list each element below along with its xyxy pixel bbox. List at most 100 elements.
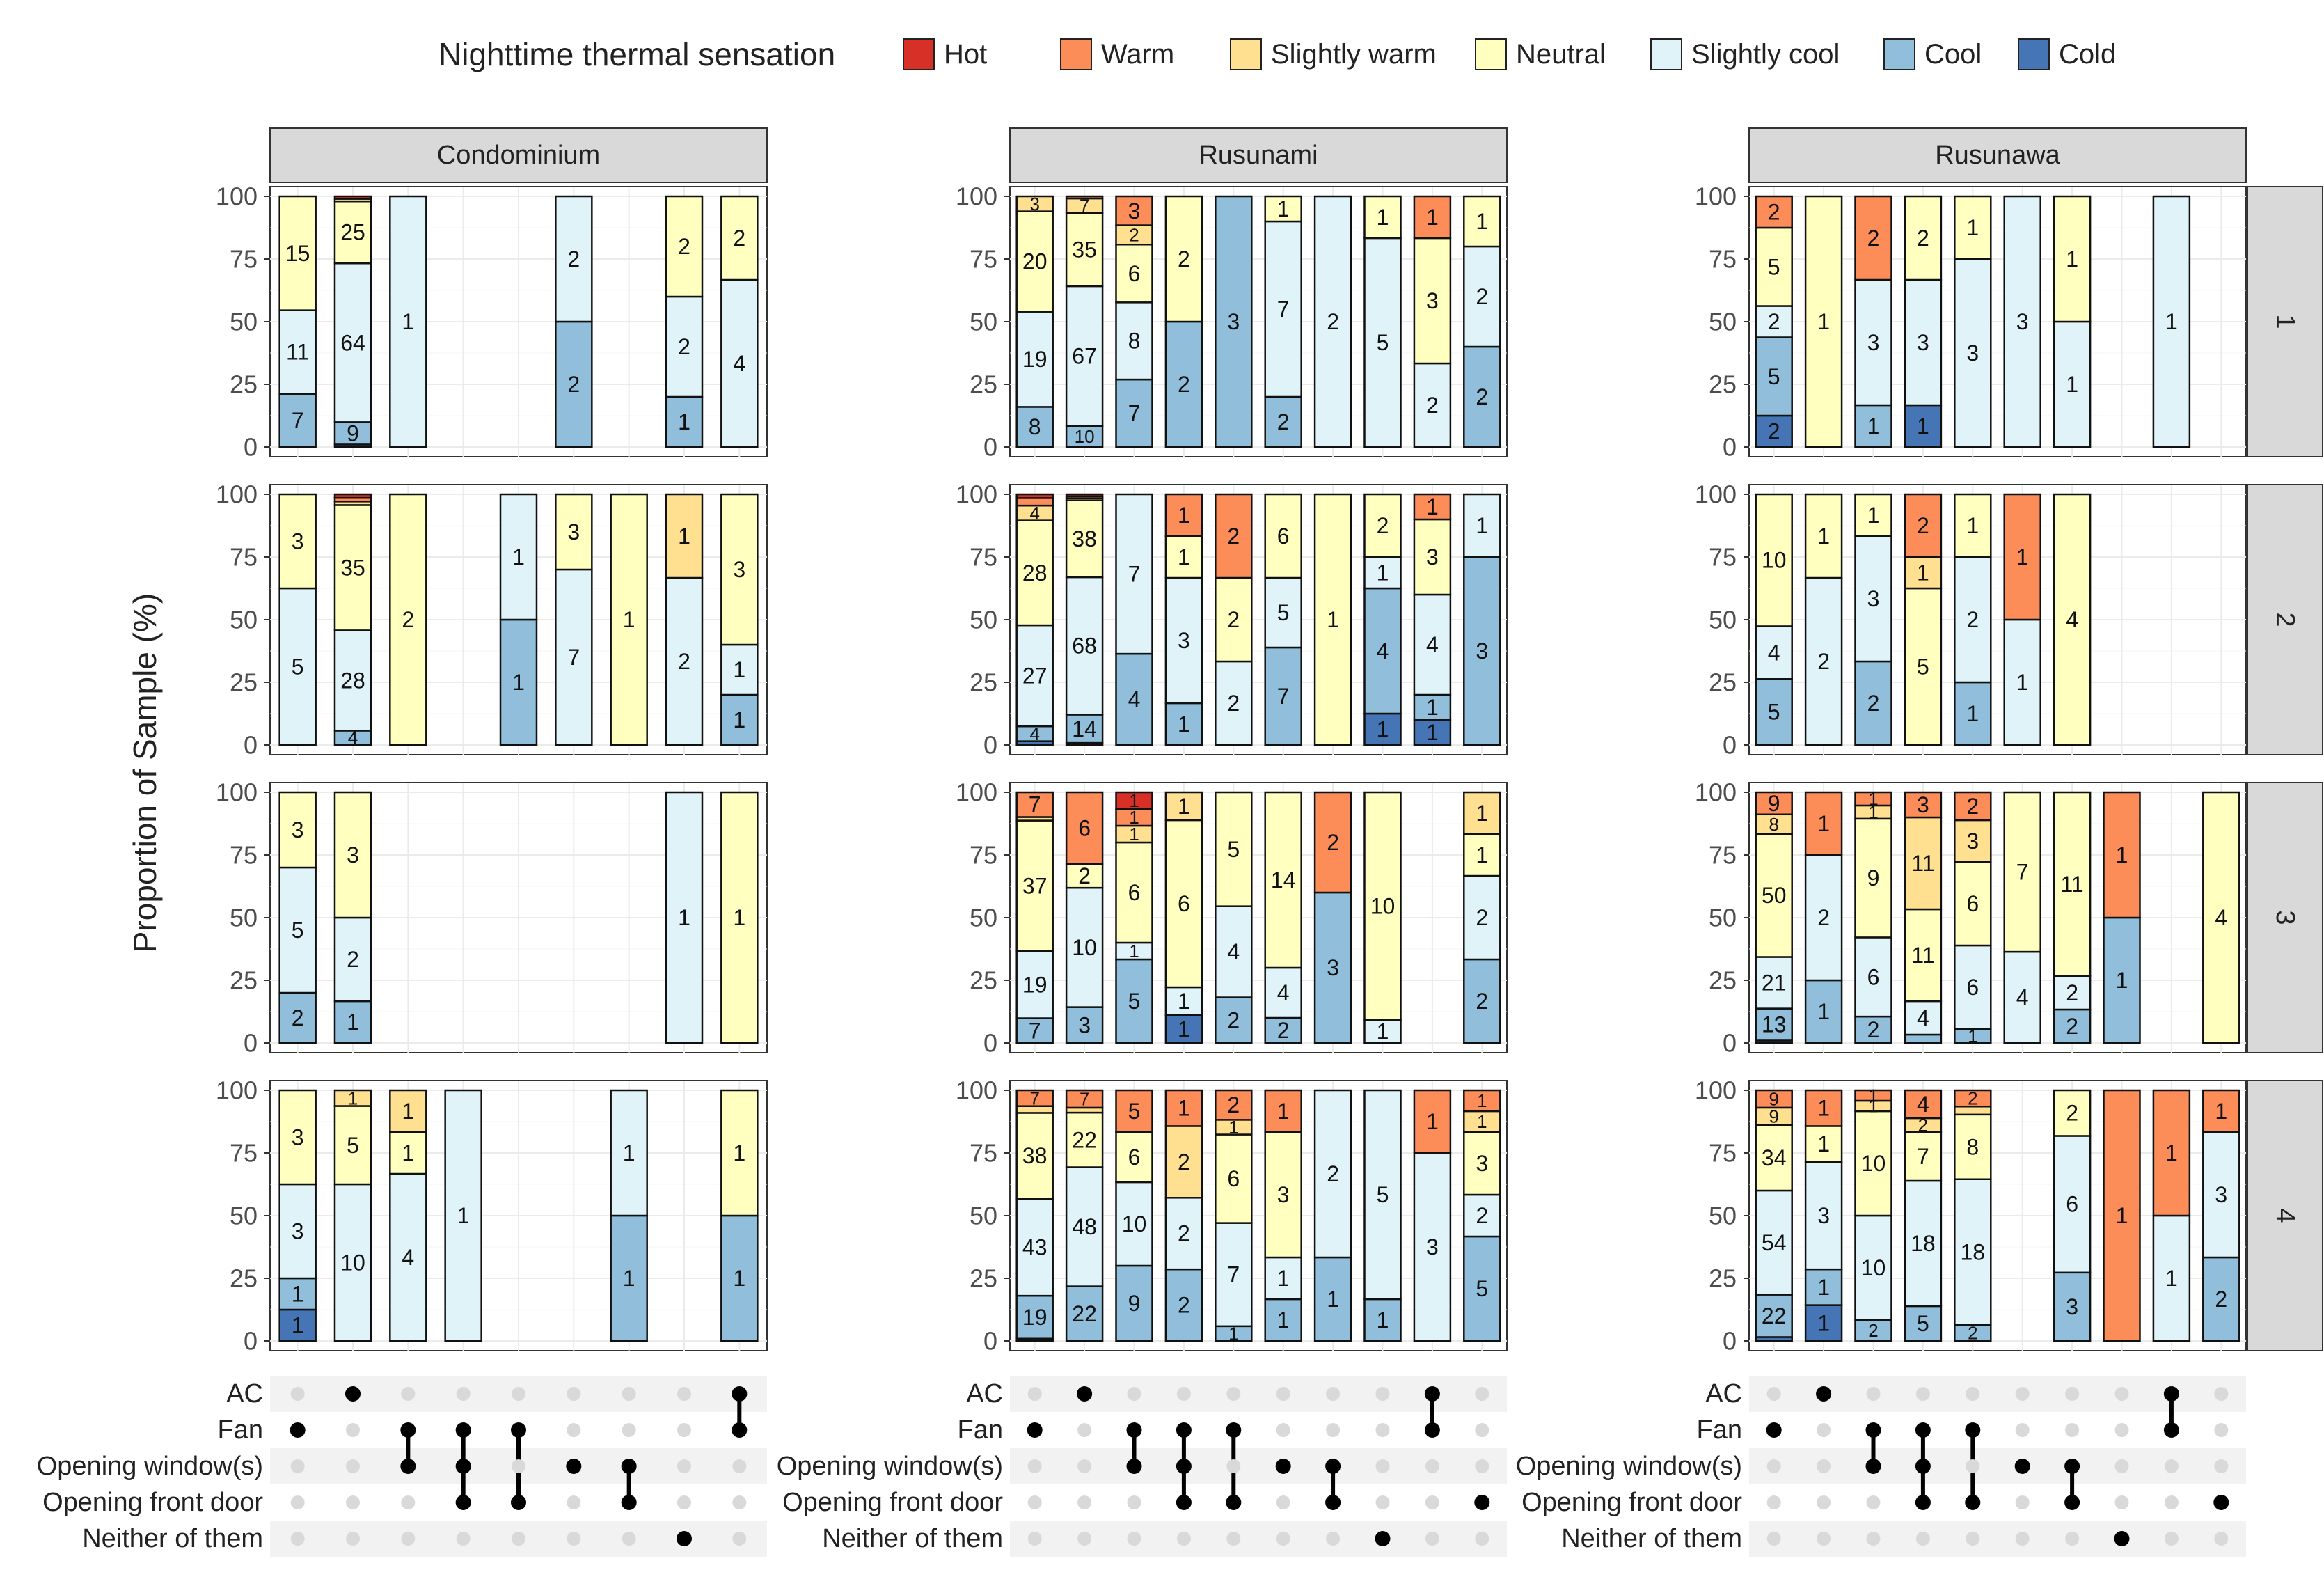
panel-rusunami-3: 0255075100719377310265161111161245241432…	[956, 778, 1508, 1058]
data-label: 9	[1128, 1291, 1141, 1316]
data-label: 2	[1227, 524, 1240, 549]
data-label: 8	[1769, 814, 1778, 835]
bar-segment-slightly-cool	[2053, 975, 2092, 1011]
data-label: 7	[1080, 196, 1089, 217]
matrix-dot-active	[2213, 1495, 2229, 1510]
data-label: 1	[1129, 941, 1139, 961]
bar-segment-neutral	[1065, 499, 1104, 579]
data-label: 2	[347, 947, 359, 972]
bar: 2 4 14	[1264, 791, 1302, 1044]
bar-segment-cool	[1463, 958, 1501, 1044]
matrix-dot-inactive	[567, 1532, 581, 1546]
bar: 22	[555, 195, 593, 448]
bar-segment-slightly-cool	[444, 1089, 482, 1342]
bar-segment-warm	[2103, 791, 2141, 919]
data-label: 3	[1426, 1234, 1439, 1259]
bar-segment-warm	[1115, 195, 1153, 226]
data-label: 2	[1968, 1322, 1977, 1343]
bar-segment-warm	[1313, 791, 1352, 894]
matrix-dot-active	[1915, 1459, 1931, 1474]
bar-segment-cool	[1264, 395, 1302, 448]
row-strip-label: 2	[2270, 612, 2300, 627]
bar: 1	[720, 791, 759, 1044]
data-label: 5	[292, 918, 304, 943]
bar-segment-neutral	[1755, 493, 1793, 627]
y-tick-label: 0	[983, 731, 997, 760]
y-tick-label: 25	[1709, 370, 1737, 399]
bar-segment-neutral	[1264, 791, 1302, 969]
bar-segment-neutral	[2202, 791, 2240, 1044]
matrix-dot-inactive	[1375, 1423, 1390, 1437]
bar-segment-warm	[1904, 791, 1943, 819]
bar-segment-slightly-cool	[1904, 278, 1943, 407]
bar-segment-slightly-cool	[1065, 576, 1104, 716]
matrix-row-label: Fan	[958, 1415, 1003, 1445]
matrix-row-label: Neither of them	[822, 1524, 1003, 1553]
data-label: 10	[1370, 894, 1396, 919]
data-label: 1	[1277, 196, 1290, 221]
bar-segment-neutral	[1904, 587, 1943, 746]
data-label: 2	[1868, 1320, 1878, 1341]
bar: 14 68 38	[1065, 493, 1104, 746]
bar-segment-cool	[1463, 556, 1501, 746]
bar-segment-warm	[2003, 493, 2041, 621]
data-label: 5	[1128, 989, 1141, 1014]
column-strip-rusunami: Rusunami	[1009, 127, 1508, 183]
data-label: 1	[1129, 807, 1139, 828]
bar-segment-warm	[1015, 791, 1054, 818]
bar-segment-neutral	[1264, 493, 1302, 579]
bar-segment-slightly-cool	[1015, 624, 1054, 728]
legend-swatch-cold	[2018, 38, 2050, 70]
data-label: 1	[733, 1266, 745, 1291]
bar: 1 1 3 1 1	[1804, 1089, 1843, 1342]
bar-segment-neutral	[1804, 493, 1843, 579]
data-label: 5	[1377, 330, 1389, 355]
bar-segment-slightly-cool	[1264, 576, 1302, 649]
matrix-dot-inactive	[456, 1532, 471, 1546]
bar-segment-slightly-warm	[1954, 819, 1992, 863]
bar-segment-slightly-cool	[1755, 956, 1793, 1010]
data-label: 15	[285, 241, 310, 266]
bar-segment-slightly-cool	[1463, 493, 1501, 558]
data-label: 7	[1080, 1088, 1089, 1109]
data-label: 3	[1917, 330, 1929, 355]
bar: 1 6 6 3 2	[1954, 791, 1992, 1046]
bar-segment-slightly-cool	[1363, 1019, 1402, 1044]
data-label: 2	[678, 334, 690, 359]
data-label: 3	[1966, 340, 1979, 366]
data-label: 68	[1072, 634, 1097, 659]
y-tick-label: 0	[244, 1327, 258, 1356]
matrix-dot-inactive	[2065, 1387, 2080, 1401]
data-label: 3	[347, 842, 359, 867]
y-tick-label: 75	[1709, 543, 1737, 572]
data-label: 2	[1917, 226, 1929, 251]
data-label: 3	[1078, 1012, 1091, 1037]
bar: 1 2 1	[1804, 791, 1843, 1044]
row-strip-label: 3	[2270, 910, 2300, 925]
data-label: 9	[347, 421, 359, 446]
matrix-dot-inactive	[1077, 1495, 1092, 1509]
bar: 1	[2103, 1089, 2141, 1342]
bar-segment-slightly-cool	[2003, 618, 2041, 746]
bar-segment-slightly-cool	[1065, 1166, 1104, 1287]
y-tick-label: 100	[956, 480, 997, 509]
matrix-dot-inactive	[401, 1495, 416, 1509]
bar-segment-cool	[1065, 714, 1104, 744]
y-axis-title: Proportion of Sample (%)	[127, 593, 163, 952]
bar-segment-neutral	[1115, 841, 1153, 944]
bar-segment-neutral	[1463, 195, 1501, 248]
bar-segment-cool	[1854, 1319, 1892, 1342]
bar-segment-neutral	[2003, 791, 2041, 953]
data-label: 4	[1768, 640, 1780, 665]
bar-segment-cool	[720, 693, 759, 746]
bar-segment-neutral	[333, 1105, 372, 1186]
matrix-dot-active	[2064, 1459, 2080, 1474]
bar-segment-slightly-cool	[1854, 535, 1892, 663]
legend-swatch-hot	[903, 38, 935, 70]
data-label: 4	[1917, 1092, 1929, 1117]
data-label: 7	[1029, 1088, 1039, 1108]
matrix-dot-inactive	[2015, 1495, 2030, 1509]
bar: 1 2 1	[1954, 493, 1992, 746]
